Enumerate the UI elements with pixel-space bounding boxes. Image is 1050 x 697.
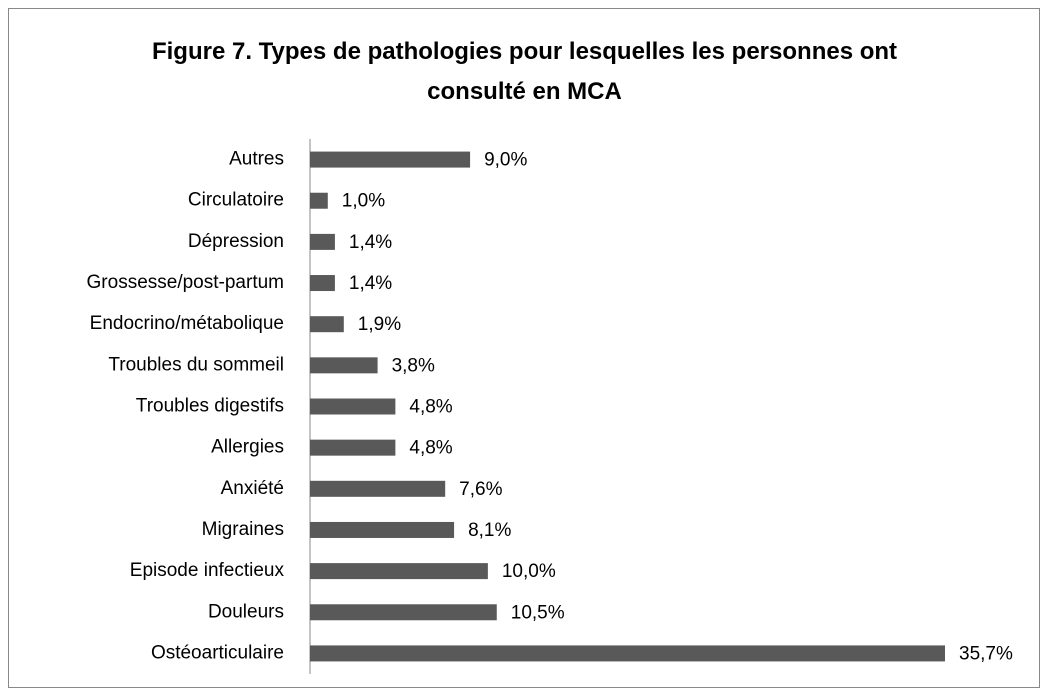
data-label: 7,6% bbox=[459, 479, 502, 500]
y-tick-label: Autres bbox=[229, 149, 284, 170]
data-label: 10,5% bbox=[511, 602, 565, 623]
y-tick-label: Migraines bbox=[202, 519, 284, 540]
bar bbox=[310, 151, 471, 168]
y-tick-label: Douleurs bbox=[208, 601, 284, 622]
y-tick-label: Episode infectieux bbox=[130, 560, 285, 581]
data-label: 8,1% bbox=[468, 520, 511, 541]
bar bbox=[310, 398, 396, 415]
y-tick-label: Allergies bbox=[211, 437, 284, 458]
bar bbox=[310, 521, 455, 538]
data-label: 9,0% bbox=[484, 150, 527, 171]
bar bbox=[310, 192, 328, 209]
bar bbox=[310, 480, 446, 497]
y-tick-label: Ostéoarticulaire bbox=[151, 642, 284, 663]
data-label: 1,9% bbox=[358, 314, 401, 335]
y-tick-label: Troubles digestifs bbox=[136, 396, 284, 417]
y-tick-label: Circulatoire bbox=[188, 190, 284, 211]
bar bbox=[310, 357, 378, 374]
data-label: 4,8% bbox=[409, 438, 452, 459]
data-label: 35,7% bbox=[959, 643, 1013, 664]
data-label: 1,4% bbox=[349, 232, 392, 253]
bar bbox=[310, 645, 945, 662]
y-tick-label: Dépression bbox=[188, 231, 284, 252]
y-tick-label: Anxiété bbox=[221, 478, 284, 499]
bar bbox=[310, 275, 335, 292]
data-label: 1,0% bbox=[342, 191, 385, 212]
y-tick-label: Troubles du sommeil bbox=[108, 354, 284, 375]
y-tick-label: Grossesse/post-partum bbox=[87, 272, 284, 293]
bar bbox=[310, 439, 396, 456]
bar bbox=[310, 604, 497, 621]
data-label: 4,8% bbox=[409, 397, 452, 418]
bar bbox=[310, 316, 344, 333]
data-label: 1,4% bbox=[349, 273, 392, 294]
bar bbox=[310, 563, 488, 580]
data-label: 10,0% bbox=[502, 561, 556, 582]
chart-title: Figure 7. Types de pathologies pour lesq… bbox=[151, 38, 898, 105]
data-label: 3,8% bbox=[392, 355, 435, 376]
y-tick-label: Endocrino/métabolique bbox=[90, 313, 284, 334]
chart-frame bbox=[8, 8, 1040, 688]
bar bbox=[310, 233, 335, 250]
